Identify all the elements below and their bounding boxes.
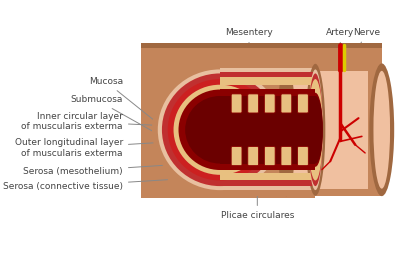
FancyBboxPatch shape <box>248 147 258 166</box>
FancyBboxPatch shape <box>248 94 258 113</box>
Text: Serosa (connective tissue): Serosa (connective tissue) <box>3 180 168 191</box>
Bar <box>220 89 315 96</box>
Ellipse shape <box>152 64 288 196</box>
Text: Mucosa: Mucosa <box>89 77 190 149</box>
Bar <box>141 47 382 63</box>
Bar <box>220 62 315 69</box>
FancyBboxPatch shape <box>298 147 308 166</box>
Text: Serosa (mesothelium): Serosa (mesothelium) <box>23 165 172 176</box>
Text: Inner circular layer
of muscularis exterma: Inner circular layer of muscularis exter… <box>22 112 179 131</box>
Ellipse shape <box>168 79 272 180</box>
Bar <box>220 72 315 79</box>
Ellipse shape <box>374 71 390 189</box>
Bar <box>220 184 315 190</box>
FancyBboxPatch shape <box>298 94 308 113</box>
Ellipse shape <box>306 64 325 196</box>
FancyBboxPatch shape <box>264 94 275 113</box>
Text: Artery: Artery <box>326 28 354 47</box>
Bar <box>220 173 315 180</box>
Ellipse shape <box>308 79 323 180</box>
FancyBboxPatch shape <box>281 147 292 166</box>
Ellipse shape <box>178 89 262 170</box>
Text: Nerve: Nerve <box>353 28 380 51</box>
Bar <box>220 77 315 85</box>
FancyBboxPatch shape <box>231 147 242 166</box>
Bar <box>220 68 315 73</box>
Bar <box>220 96 315 164</box>
Ellipse shape <box>158 69 282 190</box>
Ellipse shape <box>185 96 255 164</box>
Bar <box>220 188 315 196</box>
Ellipse shape <box>308 93 323 167</box>
Bar <box>220 179 315 186</box>
Text: Submucosa: Submucosa <box>70 95 185 149</box>
FancyBboxPatch shape <box>264 147 275 166</box>
Text: Mesentery: Mesentery <box>225 28 273 52</box>
Ellipse shape <box>308 73 323 186</box>
Ellipse shape <box>277 63 296 196</box>
Ellipse shape <box>162 73 278 186</box>
Bar <box>141 44 382 48</box>
Ellipse shape <box>369 63 394 196</box>
Ellipse shape <box>174 85 266 175</box>
Ellipse shape <box>308 96 323 164</box>
Text: Plicae circulares: Plicae circulares <box>221 164 294 220</box>
Bar <box>286 63 382 196</box>
FancyBboxPatch shape <box>281 94 292 113</box>
FancyBboxPatch shape <box>231 94 242 113</box>
Bar <box>141 62 315 198</box>
Bar <box>290 71 368 189</box>
Text: Outer longitudinal layer
of muscularis exterma: Outer longitudinal layer of muscularis e… <box>15 138 175 158</box>
Ellipse shape <box>308 69 323 190</box>
Bar <box>220 164 315 170</box>
